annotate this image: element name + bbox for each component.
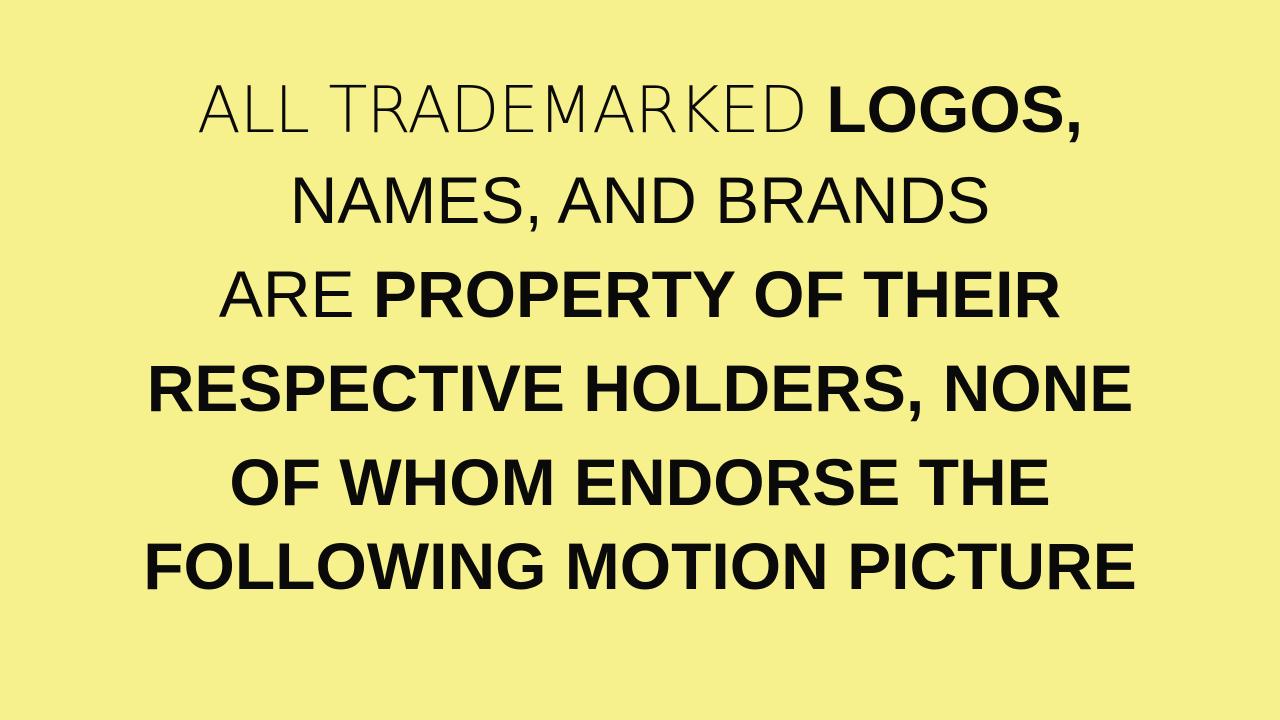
disclaimer-text-none: NONE	[942, 351, 1134, 425]
disclaimer-text-respective-holders: RESPECTIVE HOLDERS,	[146, 351, 943, 425]
disclaimer-text-of-whom: OF WHOM ENDORSE THE	[229, 445, 1051, 519]
disclaimer-text-property: PROPERTY OF THEIR	[372, 257, 1062, 331]
disclaimer-line-6: FOLLOWING MOTION PICTURE	[0, 526, 1280, 606]
disclaimer-text-all-trademarked: ALL TRADEMARKED	[196, 74, 827, 148]
disclaimer-line-3: ARE PROPERTY OF THEIR	[0, 254, 1280, 334]
disclaimer-line-2: NAMES, AND BRANDS	[0, 160, 1280, 240]
disclaimer-line-5: OF WHOM ENDORSE THE	[0, 442, 1280, 522]
disclaimer-text-are: ARE	[218, 257, 373, 331]
disclaimer-text-motion-picture: FOLLOWING MOTION PICTURE	[143, 529, 1137, 603]
disclaimer-text-names-brands: NAMES, AND BRANDS	[289, 163, 991, 237]
disclaimer-line-1: ALL TRADEMARKED LOGOS,	[0, 69, 1280, 151]
disclaimer-text-logos: LOGOS,	[826, 72, 1084, 146]
disclaimer-line-4: RESPECTIVE HOLDERS, NONE	[0, 348, 1280, 428]
